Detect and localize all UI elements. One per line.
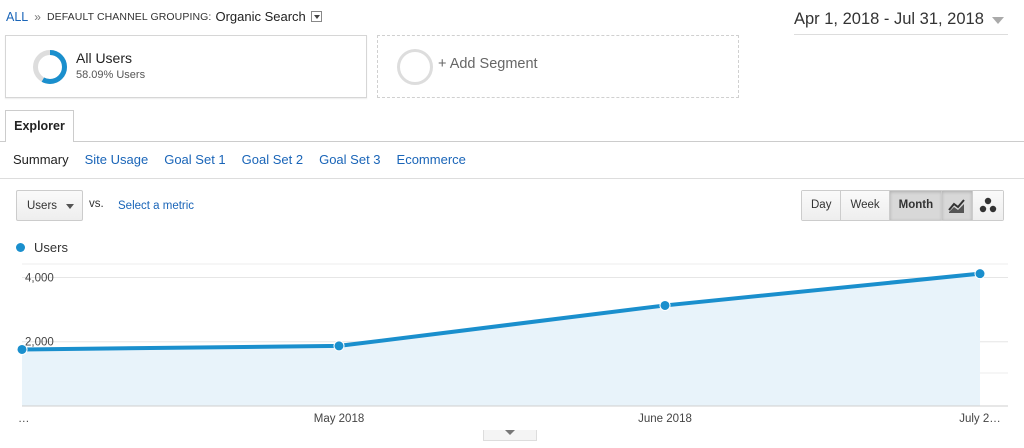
subtab-ecommerce[interactable]: Ecommerce (396, 152, 466, 167)
subtab-goal-set-3[interactable]: Goal Set 3 (319, 152, 381, 167)
breadcrumb-all-link[interactable]: ALL (6, 9, 29, 24)
add-segment-button[interactable]: + Add Segment (377, 35, 739, 98)
breadcrumb-separator: » (34, 9, 41, 24)
x-tick-label: June 2018 (638, 413, 692, 425)
motion-chart-button[interactable] (972, 191, 1003, 220)
x-tick-label: July 2… (959, 413, 1001, 425)
x-tick-label: … (18, 413, 30, 425)
users-line-chart: 2,000 4,000 … May 2018 June 2018 July 2… (16, 263, 1008, 425)
breadcrumb-dimension: DEFAULT CHANNEL GROUPING: (46, 10, 212, 23)
granularity-day-button[interactable]: Day (802, 191, 841, 220)
y-tick-label: 4,000 (25, 272, 54, 284)
metric-dropdown[interactable]: Users (16, 190, 83, 221)
chart-collapse-toggle[interactable] (483, 430, 537, 441)
data-point[interactable] (974, 268, 986, 280)
legend-label: Users (34, 240, 68, 255)
tab-explorer[interactable]: Explorer (5, 110, 74, 142)
subtab-summary[interactable]: Summary (13, 152, 69, 167)
tab-divider (0, 141, 1024, 142)
data-point[interactable] (16, 343, 28, 355)
vs-label: vs. (89, 198, 104, 210)
segment-title: All Users (76, 50, 133, 66)
series-line-users (21, 271, 981, 352)
subtab-site-usage[interactable]: Site Usage (84, 152, 149, 167)
chart-legend: Users (16, 240, 68, 255)
line-chart-button[interactable] (942, 191, 972, 220)
motion-chart-icon (979, 197, 997, 213)
x-tick-label: May 2018 (314, 413, 365, 425)
metric-dropdown-label: Users (27, 200, 58, 212)
breadcrumb-value: Organic Search (215, 9, 306, 24)
date-range-text: Apr 1, 2018 - Jul 31, 2018 (794, 10, 984, 28)
donut-icon (33, 50, 67, 84)
date-range-picker[interactable]: Apr 1, 2018 - Jul 31, 2018 (794, 10, 1008, 35)
data-point[interactable] (659, 299, 671, 311)
breadcrumb-dropdown-icon[interactable] (310, 11, 322, 22)
breadcrumb: ALL » DEFAULT CHANNEL GROUPING: Organic … (6, 9, 322, 24)
chart-type-toggle (941, 190, 1004, 221)
data-point[interactable] (333, 340, 345, 352)
explorer-subtabs: Summary Site Usage Goal Set 1 Goal Set 2… (13, 152, 482, 167)
chevron-down-icon (992, 17, 1004, 24)
select-metric-link[interactable]: Select a metric (118, 200, 195, 212)
legend-dot-icon (16, 243, 25, 252)
series-area (22, 273, 980, 406)
y-tick-label: 2,000 (25, 337, 54, 349)
subtab-goal-set-1[interactable]: Goal Set 1 (164, 152, 226, 167)
chevron-down-icon (66, 204, 74, 209)
add-segment-label: + Add Segment (438, 56, 538, 72)
subtab-divider (0, 178, 1024, 179)
granularity-month-button[interactable]: Month (888, 191, 943, 220)
empty-circle-icon (397, 49, 433, 85)
line-chart-icon (948, 199, 965, 213)
granularity-toggle: Day Week Month (801, 190, 944, 221)
subtab-goal-set-2[interactable]: Goal Set 2 (241, 152, 304, 167)
granularity-week-button[interactable]: Week (840, 191, 889, 220)
segment-subtitle: 58.09% Users (76, 69, 146, 81)
segment-all-users[interactable]: All Users 58.09% Users (5, 35, 367, 98)
